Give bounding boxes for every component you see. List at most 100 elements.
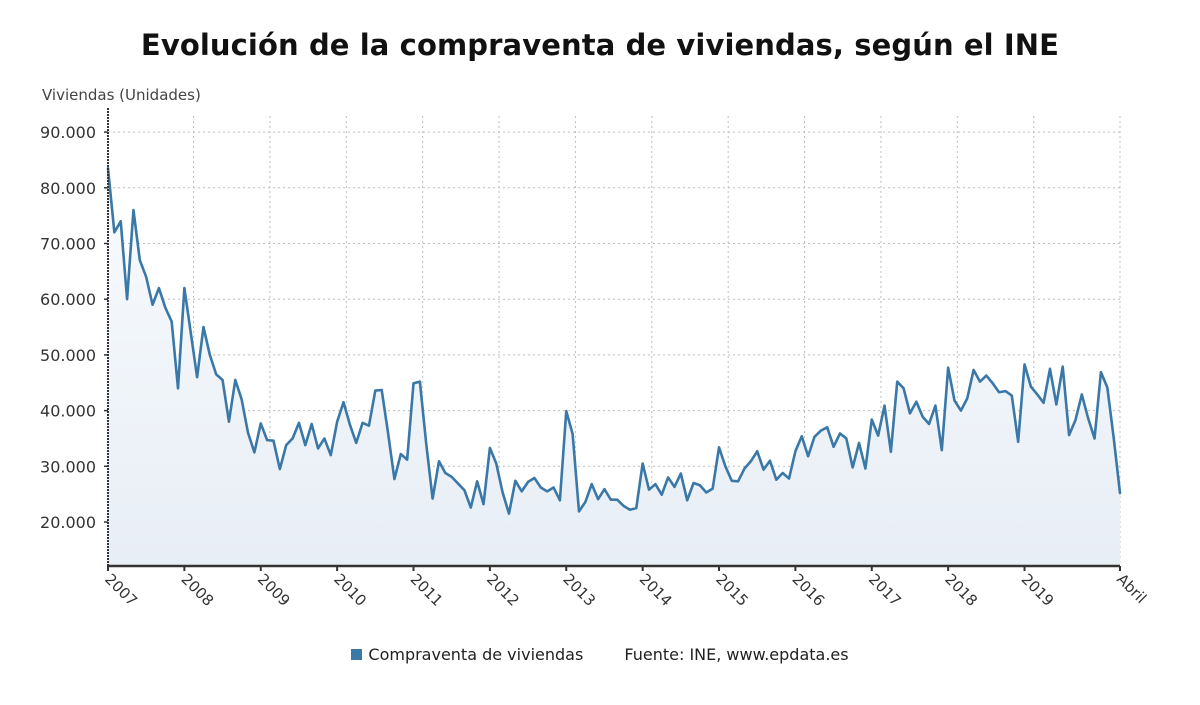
data-point[interactable]: [412, 381, 416, 385]
data-point[interactable]: [984, 374, 988, 378]
data-point[interactable]: [641, 462, 645, 466]
data-point[interactable]: [450, 475, 454, 479]
data-point[interactable]: [271, 439, 275, 443]
data-point[interactable]: [806, 454, 810, 458]
data-point[interactable]: [628, 508, 632, 512]
data-point[interactable]: [1067, 433, 1071, 437]
data-point[interactable]: [571, 432, 575, 436]
data-point[interactable]: [634, 506, 638, 510]
data-point[interactable]: [418, 380, 422, 384]
data-point[interactable]: [793, 449, 797, 453]
data-point[interactable]: [208, 353, 212, 357]
data-point[interactable]: [927, 422, 931, 426]
data-point[interactable]: [354, 441, 358, 445]
data-point[interactable]: [456, 482, 460, 486]
data-point[interactable]: [991, 381, 995, 385]
data-point[interactable]: [240, 397, 244, 401]
data-point[interactable]: [666, 475, 670, 479]
data-point[interactable]: [291, 436, 295, 440]
data-point[interactable]: [119, 219, 123, 223]
data-point[interactable]: [437, 459, 441, 463]
data-point[interactable]: [335, 420, 339, 424]
data-point[interactable]: [201, 325, 205, 329]
data-point[interactable]: [399, 452, 403, 456]
data-point[interactable]: [1003, 389, 1007, 393]
data-point[interactable]: [660, 493, 664, 497]
data-point[interactable]: [622, 504, 626, 508]
data-point[interactable]: [755, 449, 759, 453]
data-point[interactable]: [564, 409, 568, 413]
data-point[interactable]: [1112, 435, 1116, 439]
data-point[interactable]: [596, 497, 600, 501]
data-point[interactable]: [978, 380, 982, 384]
data-point[interactable]: [914, 400, 918, 404]
data-point[interactable]: [501, 490, 505, 494]
data-point[interactable]: [1105, 385, 1109, 389]
data-point[interactable]: [965, 396, 969, 400]
data-point[interactable]: [488, 446, 492, 450]
data-point[interactable]: [997, 390, 1001, 394]
data-point[interactable]: [832, 445, 836, 449]
data-point[interactable]: [800, 434, 804, 438]
data-point[interactable]: [545, 489, 549, 493]
data-point[interactable]: [1080, 392, 1084, 396]
data-point[interactable]: [552, 485, 556, 489]
data-point[interactable]: [297, 421, 301, 425]
data-point[interactable]: [182, 286, 186, 290]
data-point[interactable]: [1099, 370, 1103, 374]
data-point[interactable]: [373, 389, 377, 393]
data-point[interactable]: [259, 421, 263, 425]
data-point[interactable]: [825, 425, 829, 429]
data-point[interactable]: [520, 489, 524, 493]
data-point[interactable]: [1029, 385, 1033, 389]
data-point[interactable]: [475, 479, 479, 483]
data-point[interactable]: [972, 368, 976, 372]
data-point[interactable]: [704, 490, 708, 494]
data-point[interactable]: [310, 422, 314, 426]
data-point[interactable]: [1023, 362, 1027, 366]
data-point[interactable]: [348, 423, 352, 427]
data-point[interactable]: [883, 404, 887, 408]
data-point[interactable]: [819, 429, 823, 433]
data-point[interactable]: [717, 445, 721, 449]
data-point[interactable]: [112, 230, 116, 234]
data-point[interactable]: [870, 418, 874, 422]
data-point[interactable]: [672, 485, 676, 489]
data-point[interactable]: [526, 480, 530, 484]
data-point[interactable]: [329, 453, 333, 457]
data-point[interactable]: [762, 468, 766, 472]
data-point[interactable]: [736, 479, 740, 483]
data-point[interactable]: [284, 443, 288, 447]
data-point[interactable]: [278, 467, 282, 471]
data-point[interactable]: [844, 436, 848, 440]
data-point[interactable]: [692, 481, 696, 485]
data-point[interactable]: [921, 415, 925, 419]
data-point[interactable]: [647, 488, 651, 492]
data-point[interactable]: [749, 459, 753, 463]
data-point[interactable]: [1042, 401, 1046, 405]
data-point[interactable]: [602, 487, 606, 491]
data-point[interactable]: [857, 441, 861, 445]
data-point[interactable]: [386, 431, 390, 435]
data-point[interactable]: [653, 482, 657, 486]
data-point[interactable]: [170, 319, 174, 323]
data-point[interactable]: [342, 400, 346, 404]
data-point[interactable]: [1035, 392, 1039, 396]
data-point[interactable]: [532, 476, 536, 480]
data-point[interactable]: [539, 485, 543, 489]
data-point[interactable]: [265, 438, 269, 442]
data-point[interactable]: [469, 506, 473, 510]
data-point[interactable]: [138, 258, 142, 262]
data-point[interactable]: [895, 380, 899, 384]
data-point[interactable]: [163, 306, 167, 310]
data-point[interactable]: [303, 443, 307, 447]
data-point[interactable]: [482, 502, 486, 506]
data-point[interactable]: [513, 479, 517, 483]
data-point[interactable]: [908, 411, 912, 415]
data-point[interactable]: [615, 498, 619, 502]
data-point[interactable]: [812, 435, 816, 439]
data-point[interactable]: [214, 372, 218, 376]
data-point[interactable]: [494, 462, 498, 466]
data-point[interactable]: [889, 450, 893, 454]
data-point[interactable]: [195, 375, 199, 379]
